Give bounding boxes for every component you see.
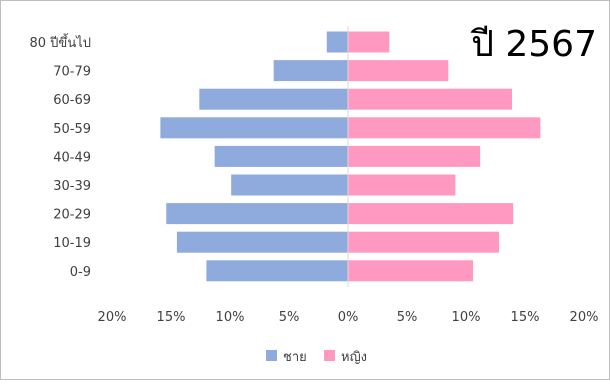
bar-male-6	[166, 203, 348, 225]
chart-title: ปี 2567	[471, 24, 597, 65]
legend-label-male: ชาย	[283, 350, 307, 365]
bar-female-6	[348, 203, 514, 225]
age-group-label: 0-9	[70, 265, 91, 280]
bar-male-0	[326, 31, 348, 53]
age-group-label: 40-49	[53, 150, 91, 165]
x-axis-tick-labels: 20% 15% 10% 5% 0% 5% 10% 15% 20%	[98, 310, 599, 325]
age-group-label: 50-59	[53, 122, 91, 137]
x-tick-label: 0%	[338, 310, 359, 325]
bar-female-5	[348, 174, 456, 196]
bar-male-5	[231, 174, 348, 196]
x-tick-label: 15%	[157, 310, 186, 325]
x-tick-label: 10%	[216, 310, 245, 325]
bar-male-1	[273, 60, 348, 82]
age-group-labels: 80 ปีขึ้นไป 70-79 60-69 50-59 40-49 30-39 20-2…	[30, 33, 92, 280]
bar-male-4	[214, 145, 348, 167]
bar-female-4	[348, 145, 481, 167]
legend-swatch-female	[324, 350, 335, 361]
bar-female-0	[348, 31, 390, 53]
bar-male-8	[206, 260, 348, 282]
age-group-label: 30-39	[53, 179, 91, 194]
x-tick-label: 20%	[570, 310, 599, 325]
legend-swatch-male	[266, 350, 277, 361]
age-group-label: 10-19	[53, 236, 91, 251]
age-group-label: 20-29	[53, 208, 91, 223]
x-tick-label: 20%	[98, 310, 127, 325]
x-tick-label: 15%	[511, 310, 540, 325]
legend: ชาย หญิง	[266, 350, 367, 365]
age-group-label: 80 ปีขึ้นไป	[30, 33, 92, 51]
bar-female-7	[348, 231, 500, 253]
bar-male-3	[160, 117, 348, 139]
bar-female-1	[348, 60, 449, 82]
bar-female-2	[348, 88, 513, 110]
x-tick-label: 5%	[397, 310, 418, 325]
bars-layer	[160, 31, 541, 282]
age-group-label: 60-69	[53, 93, 91, 108]
x-tick-label: 10%	[452, 310, 481, 325]
bar-female-3	[348, 117, 541, 139]
bar-male-7	[176, 231, 348, 253]
age-group-label: 70-79	[53, 65, 91, 80]
x-tick-label: 5%	[279, 310, 300, 325]
bar-male-2	[199, 88, 348, 110]
legend-label-female: หญิง	[341, 350, 367, 365]
bar-female-8	[348, 260, 474, 282]
